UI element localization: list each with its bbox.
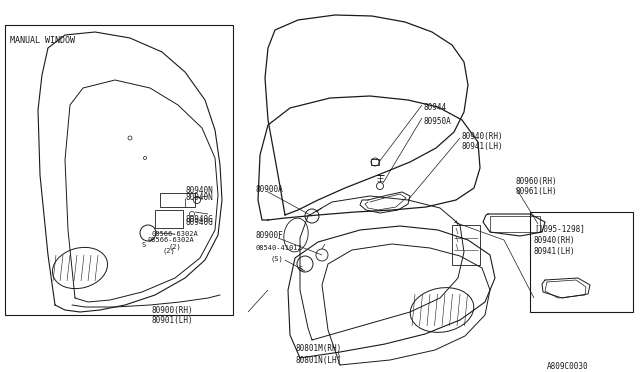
Text: (2): (2) [168, 243, 180, 250]
Text: S: S [299, 266, 303, 272]
Bar [530, 212, 633, 312]
Text: 80944: 80944 [424, 103, 447, 112]
Text: [1095-1298]: [1095-1298] [534, 224, 585, 233]
Bar [155, 210, 183, 228]
Text: 80940(RH): 80940(RH) [534, 236, 575, 245]
Text: 80900(RH): 80900(RH) [152, 305, 194, 314]
Text: (S): (S) [270, 256, 283, 262]
Text: 80801M(RH): 80801M(RH) [295, 344, 341, 353]
Text: 80941(LH): 80941(LH) [462, 142, 504, 151]
Text: A809C0030: A809C0030 [547, 362, 589, 371]
Text: S: S [142, 242, 146, 248]
Text: 80960(RH): 80960(RH) [516, 177, 557, 186]
Text: 80901(LH): 80901(LH) [152, 317, 194, 326]
Text: 80940N: 80940N [186, 186, 214, 195]
Text: 80940(RH): 80940(RH) [462, 131, 504, 141]
Bar [490, 216, 540, 232]
Text: 80961(LH): 80961(LH) [516, 187, 557, 196]
Text: 08566-6302A: 08566-6302A [148, 237, 195, 243]
Bar [5, 25, 233, 315]
Text: 80900A: 80900A [255, 185, 283, 193]
Bar [160, 193, 195, 207]
Text: 80900F: 80900F [255, 231, 283, 241]
Text: (2): (2) [162, 248, 175, 254]
Text: 80940G: 80940G [186, 218, 214, 227]
Text: 80941(LH): 80941(LH) [534, 247, 575, 256]
Text: 08566-6302A: 08566-6302A [152, 231, 199, 237]
Text: MANUAL WINDOW: MANUAL WINDOW [10, 36, 75, 45]
Text: 80950A: 80950A [424, 116, 452, 125]
Bar [452, 225, 480, 265]
Text: 80801N(LH): 80801N(LH) [295, 356, 341, 365]
Text: 08540-41012: 08540-41012 [255, 245, 301, 251]
Text: 80940N: 80940N [186, 193, 214, 202]
Bar [371, 159, 379, 165]
Text: 80940G: 80940G [186, 215, 214, 224]
